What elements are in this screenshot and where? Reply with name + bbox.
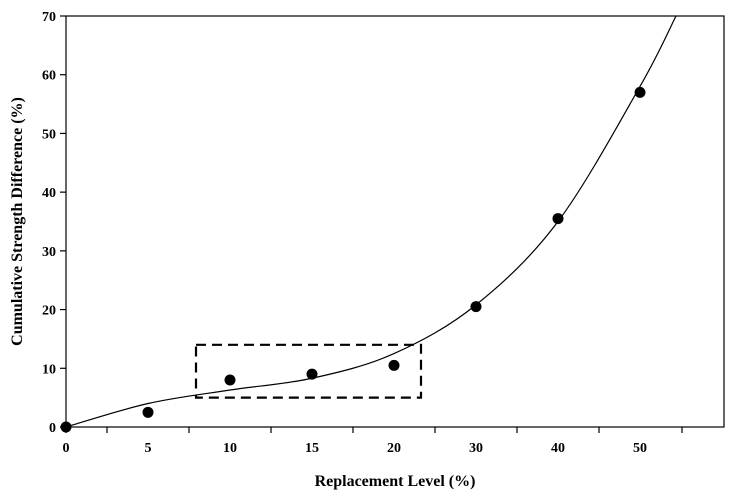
x-tick-label: 50 bbox=[633, 441, 647, 456]
data-point bbox=[470, 301, 482, 313]
y-tick-label: 40 bbox=[42, 186, 56, 201]
x-axis: 0 5 10 15 20 30 40 50 bbox=[63, 427, 683, 456]
x-tick-label: 5 bbox=[145, 441, 152, 456]
data-point bbox=[306, 368, 318, 380]
data-point bbox=[634, 86, 646, 98]
data-point bbox=[552, 213, 564, 225]
x-tick-label: 15 bbox=[305, 441, 319, 456]
y-tick-label: 60 bbox=[42, 69, 56, 84]
data-point bbox=[388, 359, 400, 371]
x-tick-label: 30 bbox=[469, 441, 483, 456]
y-axis: 0 10 20 30 40 50 60 70 bbox=[42, 10, 66, 436]
data-point bbox=[224, 374, 236, 386]
data-point bbox=[60, 421, 72, 433]
plot-area-frame bbox=[65, 15, 725, 428]
x-tick-label: 40 bbox=[551, 441, 565, 456]
y-tick-label: 30 bbox=[42, 245, 56, 260]
y-tick-label: 0 bbox=[49, 421, 56, 436]
y-axis-title: Cumulative Strength Difference (%) bbox=[9, 97, 26, 346]
y-tick-label: 50 bbox=[42, 127, 56, 142]
x-tick-label: 10 bbox=[223, 441, 237, 456]
data-points bbox=[60, 86, 646, 433]
fit-curve bbox=[65, 15, 677, 428]
x-tick-label: 0 bbox=[63, 441, 70, 456]
data-point bbox=[142, 406, 154, 418]
highlight-box bbox=[194, 343, 423, 399]
x-tick-label: 20 bbox=[387, 441, 401, 456]
x-axis-title: Replacement Level (%) bbox=[315, 473, 476, 490]
y-tick-label: 20 bbox=[42, 304, 56, 319]
y-tick-label: 10 bbox=[42, 362, 56, 377]
y-tick-label: 70 bbox=[42, 10, 56, 25]
